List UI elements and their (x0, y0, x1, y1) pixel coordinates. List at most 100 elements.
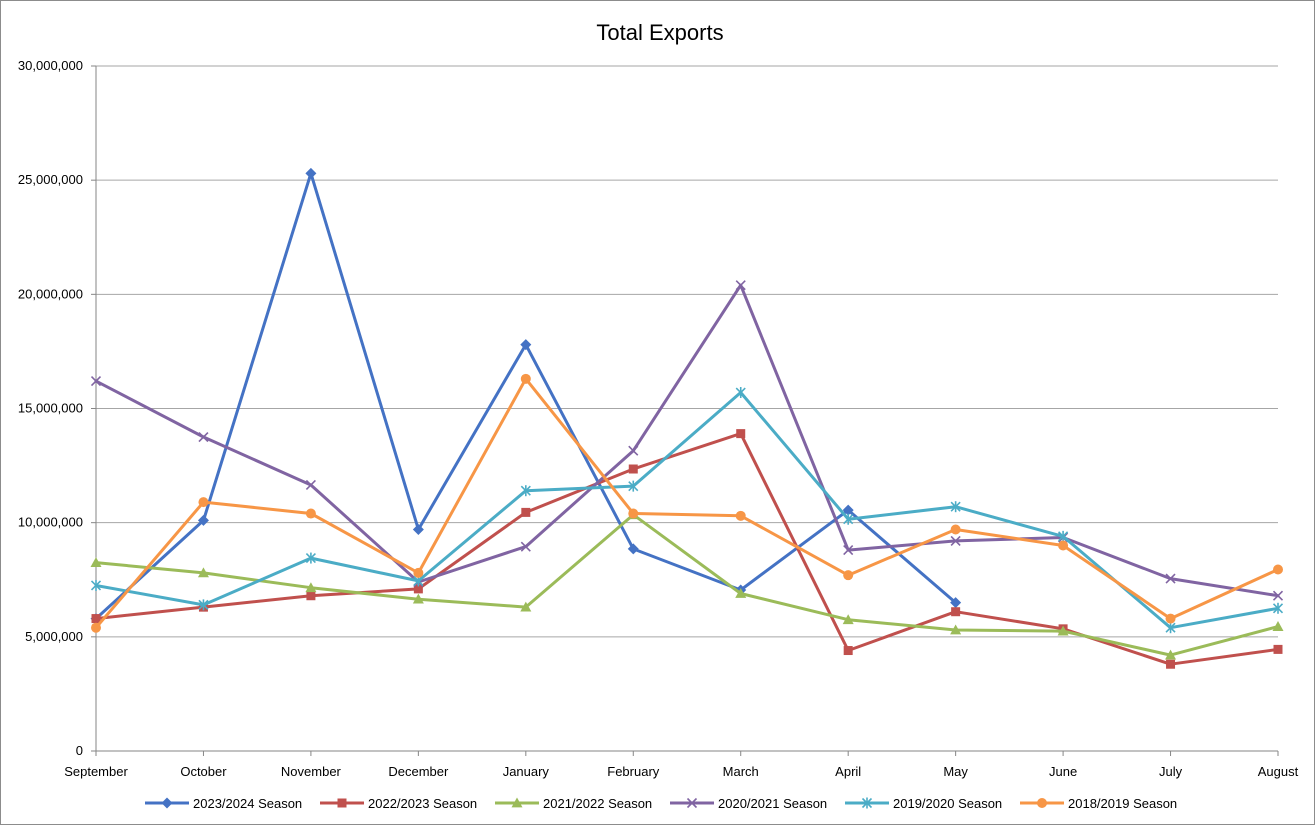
data-point (520, 373, 531, 384)
marker-stroke (686, 797, 698, 809)
y-tick-label: 5,000,000 (25, 629, 83, 644)
data-point (1273, 644, 1283, 654)
series-lines (90, 167, 1284, 669)
data-point (1165, 622, 1176, 634)
series-5 (91, 373, 1283, 633)
data-point (305, 582, 317, 593)
data-point (413, 584, 423, 594)
x-tick-label: October (180, 764, 227, 779)
data-point (628, 508, 639, 519)
series-line (94, 283, 1280, 598)
data-point (91, 614, 101, 624)
y-tick-label: 25,000,000 (18, 172, 83, 187)
data-point (520, 541, 531, 552)
data-point (521, 507, 531, 517)
data-point (628, 480, 639, 492)
data-point (1273, 564, 1283, 575)
x-tick-label: July (1159, 764, 1183, 779)
data-point (90, 376, 102, 387)
data-point (412, 524, 424, 536)
data-point (306, 591, 316, 601)
data-point (198, 497, 209, 508)
data-point (842, 504, 854, 516)
marker-stroke (520, 541, 531, 552)
data-point (1165, 573, 1176, 584)
data-point (305, 479, 316, 491)
marker-stroke (198, 431, 209, 443)
legend-entry: 2020/2021 Season (670, 796, 827, 811)
series-line (94, 391, 1280, 630)
legend-label: 2021/2022 Season (543, 796, 652, 811)
data-point (627, 543, 639, 555)
legend-entry: 2019/2020 Season (845, 796, 1002, 811)
data-point (628, 445, 639, 456)
data-point (91, 622, 101, 633)
x-tick-label: September (64, 764, 128, 779)
marker-stroke (1165, 573, 1176, 584)
data-point (843, 570, 854, 581)
data-point (951, 607, 961, 617)
legend-marker (686, 797, 698, 809)
legend: 2023/2024 Season 2022/2023 Season 2021/202… (145, 796, 1177, 811)
legend-label: 2022/2023 Season (368, 796, 477, 811)
legend-label: 2023/2024 Season (193, 796, 302, 811)
data-point (305, 552, 316, 564)
y-tick-label: 10,000,000 (18, 515, 83, 530)
x-tick-label: January (503, 764, 550, 779)
data-point (950, 597, 962, 609)
legend-entry: 2018/2019 Season (1020, 796, 1177, 811)
data-point (843, 545, 854, 556)
data-point (1166, 659, 1176, 669)
legend-entry: 2022/2023 Season (320, 796, 477, 811)
data-point (1165, 649, 1177, 660)
data-point (950, 624, 962, 635)
data-point (197, 514, 209, 526)
series-line (94, 377, 1280, 630)
y-tick-label: 0 (76, 743, 83, 758)
marker-stroke (90, 376, 102, 387)
x-tick-label: December (388, 764, 449, 779)
x-tick-label: February (607, 764, 660, 779)
y-tick-label: 20,000,000 (18, 286, 83, 301)
legend-marker (511, 797, 523, 808)
marker-stroke (843, 545, 854, 556)
data-point (736, 429, 746, 439)
series-1 (91, 429, 1283, 669)
data-point (1165, 613, 1176, 624)
data-point (628, 464, 638, 474)
data-point (1058, 530, 1069, 542)
data-point (1058, 540, 1069, 551)
data-point (842, 614, 854, 625)
x-axis-tick-labels: September October November December January F… (64, 764, 1298, 779)
data-point (1272, 602, 1284, 614)
series-0 (90, 167, 962, 625)
data-point (843, 513, 854, 525)
legend-marker (861, 797, 873, 809)
series-line (94, 171, 958, 621)
x-tick-label: June (1049, 764, 1077, 779)
legend-entry: 2021/2022 Season (495, 796, 652, 811)
legend-label: 2018/2019 Season (1068, 796, 1177, 811)
data-point (950, 501, 961, 513)
marker-stroke (950, 535, 961, 546)
x-tick-label: August (1258, 764, 1299, 779)
y-tick-label: 30,000,000 (18, 58, 83, 73)
legend-marker (337, 798, 347, 808)
y-axis-tick-labels: 0 5,000,000 10,000,000 15,000,000 20,000,000… (18, 58, 83, 758)
data-point (520, 339, 532, 351)
data-point (735, 387, 746, 399)
x-tick-label: May (943, 764, 968, 779)
legend-entry: 2023/2024 Season (145, 796, 302, 811)
gridlines (96, 65, 1278, 638)
data-point (305, 508, 316, 519)
data-point (198, 599, 209, 611)
series-line (94, 513, 1280, 657)
data-point (520, 485, 531, 497)
legend-label: 2020/2021 Season (718, 796, 827, 811)
y-tick-label: 15,000,000 (18, 401, 83, 416)
marker-stroke (1272, 590, 1284, 601)
data-point (950, 535, 961, 546)
data-point (90, 557, 102, 568)
x-tick-label: April (835, 764, 861, 779)
